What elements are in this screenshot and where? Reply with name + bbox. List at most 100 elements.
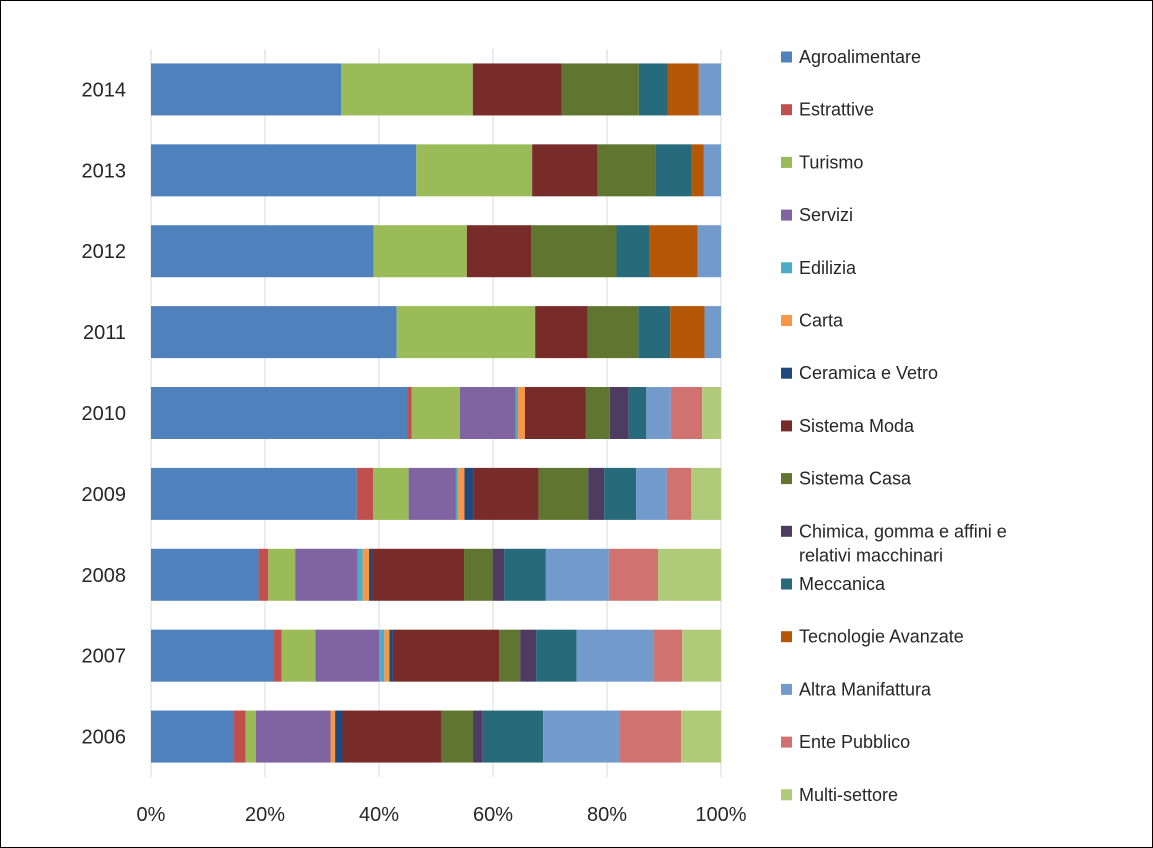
bar-segment-2007-9	[520, 629, 537, 682]
bar-segment-2009-8	[538, 467, 589, 520]
bar-segment-2014-2	[341, 63, 473, 116]
y-tick-label: 2012	[82, 241, 127, 263]
legend-label: Altra Manifattura	[799, 679, 932, 699]
legend-swatch	[781, 420, 792, 432]
bar-segment-2007-2	[281, 629, 316, 682]
x-tick-label: 20%	[245, 804, 285, 826]
bar-segment-2006-0	[151, 710, 234, 763]
legend-swatch	[781, 473, 792, 485]
bar-segment-2006-13	[619, 710, 682, 763]
bar-segment-2009-1	[356, 467, 374, 520]
legend-swatch	[781, 104, 792, 116]
bar-segment-2010-3	[459, 387, 516, 439]
bar-segment-2008-4	[357, 548, 363, 601]
legend-swatch	[781, 789, 792, 801]
legend-label: Tecnologie Avanzate	[799, 627, 964, 647]
bar-segment-2006-7	[342, 710, 442, 763]
bar-segment-2010-2	[411, 387, 460, 439]
bar-segment-2013-12	[703, 144, 721, 197]
legend-label: Estrattive	[799, 100, 874, 120]
bar-segment-2011-8	[587, 306, 639, 359]
bar-segment-2014-8	[561, 63, 639, 116]
x-tick-label: 100%	[695, 804, 746, 826]
bar-segment-2009-0	[151, 467, 357, 520]
legend-label: Carta	[799, 311, 844, 331]
bar-segment-2012-8	[531, 225, 617, 278]
bars	[151, 63, 721, 763]
bar-segment-2008-0	[151, 548, 259, 601]
y-tick-label: 2013	[82, 160, 127, 182]
bar-segment-2010-12	[646, 387, 671, 439]
legend-swatch	[781, 262, 792, 274]
bar-segment-2011-11	[670, 306, 705, 359]
bar-segment-2008-10	[504, 548, 546, 601]
bar-segment-2006-3	[255, 710, 331, 763]
bar-segment-2007-14	[682, 629, 721, 682]
x-tick-label: 60%	[473, 804, 513, 826]
bar-segment-2008-9	[492, 548, 505, 601]
legend-swatch	[781, 631, 792, 643]
bar-segment-2013-2	[416, 144, 533, 197]
bar-segment-2014-11	[667, 63, 699, 116]
bar-segment-2011-2	[396, 306, 536, 359]
legend-swatch	[781, 367, 792, 379]
bar-segment-2006-9	[473, 710, 483, 763]
bar-segment-2009-4	[455, 467, 459, 520]
bar-segment-2006-8	[441, 710, 474, 763]
bar-segment-2011-12	[704, 306, 721, 359]
bar-segment-2014-0	[151, 63, 341, 116]
bar-segment-2010-5	[518, 387, 525, 439]
bar-segment-2013-11	[691, 144, 704, 197]
bar-segment-2013-7	[532, 144, 598, 197]
bar-segment-2007-10	[536, 629, 577, 682]
bar-segment-2009-7	[473, 467, 539, 520]
bar-segment-2014-12	[698, 63, 721, 116]
legend-swatch	[781, 736, 792, 748]
bar-segment-2009-3	[408, 467, 456, 520]
x-axis-ticks: 0% 20% 40% 60% 80% 100%	[137, 804, 747, 826]
bar-segment-2008-6	[369, 548, 373, 601]
bar-segment-2007-8	[499, 629, 521, 682]
bar-segment-2008-5	[362, 548, 370, 601]
x-tick-label: 0%	[137, 804, 166, 826]
y-tick-label: 2008	[82, 565, 127, 587]
bar-segment-2009-2	[373, 467, 409, 520]
bar-segment-2008-8	[464, 548, 493, 601]
legend-swatch	[781, 683, 792, 695]
bar-segment-2011-7	[535, 306, 588, 359]
y-tick-label: 2006	[82, 727, 127, 749]
x-tick-label: 80%	[587, 804, 627, 826]
legend-swatch	[781, 315, 792, 326]
bar-segment-2007-7	[392, 629, 500, 682]
bar-segment-2010-4	[515, 387, 519, 439]
bar-segment-2010-13	[670, 387, 703, 439]
bar-segment-2007-1	[273, 629, 282, 682]
bar-segment-2013-10	[655, 144, 692, 197]
bar-segment-2012-11	[649, 225, 698, 278]
bar-segment-2010-0	[151, 387, 408, 439]
bar-segment-2007-0	[151, 629, 274, 682]
bar-segment-2007-12	[576, 629, 654, 682]
legend-swatch	[781, 525, 792, 537]
bar-segment-2010-1	[407, 387, 412, 439]
legend-swatch	[781, 156, 792, 168]
bar-segment-2013-8	[597, 144, 656, 197]
bar-segment-2009-5	[458, 467, 465, 520]
bar-segment-2008-13	[608, 548, 659, 601]
bar-segment-2011-10	[638, 306, 671, 359]
bar-segment-2008-12	[545, 548, 609, 601]
y-tick-label: 2009	[82, 484, 127, 506]
bar-segment-2009-9	[588, 467, 605, 520]
legend-swatch	[781, 209, 792, 221]
legend: Agroalimentare Estrattive Turismo Servizi Ed…	[781, 47, 1007, 805]
bar-segment-2008-3	[295, 548, 358, 601]
bar-segment-2009-10	[604, 467, 637, 520]
y-tick-label: 2011	[83, 322, 126, 344]
legend-label: Chimica, gomma e affini e relativi macchi…	[799, 521, 1007, 565]
legend-label: Ceramica e Vetro	[799, 363, 938, 383]
bar-segment-2012-2	[373, 225, 467, 278]
legend-label: Servizi	[799, 205, 853, 225]
bar-segment-2006-14	[681, 710, 721, 763]
bar-segment-2010-14	[702, 387, 721, 439]
